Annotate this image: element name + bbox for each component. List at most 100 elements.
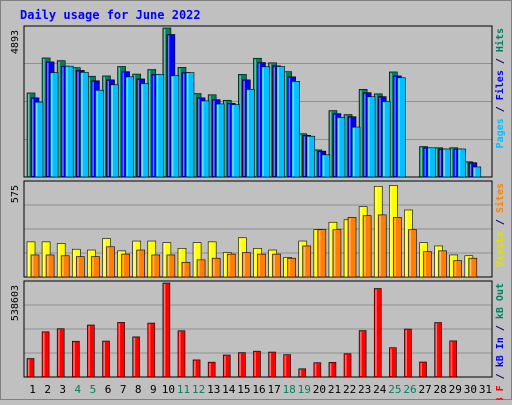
bar-highlight	[405, 210, 407, 276]
bar-highlight	[435, 323, 438, 376]
x-axis-labels: 1 2 3 4 5 6 7 8 9 10 11 12 13 14 15 16 17 18 19 20 21 22 23 24 2…	[29, 383, 492, 396]
bar	[230, 104, 240, 178]
bar-highlight	[163, 284, 166, 376]
bar-highlight	[469, 259, 472, 276]
bar	[181, 261, 191, 278]
bar-highlight	[398, 78, 400, 176]
bar-highlight	[390, 72, 392, 176]
bar-highlight	[152, 75, 155, 176]
bar	[298, 368, 307, 378]
bar-highlight	[439, 251, 442, 276]
bar-highlight	[133, 75, 136, 176]
bar	[347, 217, 357, 278]
bar-highlight	[345, 220, 347, 276]
bar-highlight	[299, 242, 302, 276]
bar-highlight	[254, 352, 256, 376]
bar	[393, 217, 402, 278]
bar-highlight	[77, 257, 79, 276]
bar	[185, 72, 195, 178]
bar	[45, 254, 55, 278]
bar	[117, 322, 125, 378]
x-tick-label: 24	[373, 383, 387, 396]
panel-legend: Visits / Sites	[494, 183, 506, 267]
bar-highlight	[107, 247, 109, 276]
bar-highlight	[213, 259, 215, 276]
panel-max-label: 4893	[10, 30, 21, 54]
bar-highlight	[390, 348, 392, 376]
bar-highlight	[182, 263, 185, 276]
x-tick-label: 23	[358, 383, 371, 396]
bar	[200, 100, 210, 178]
bar-highlight	[118, 323, 121, 376]
bar-highlight	[254, 249, 256, 276]
bar	[155, 74, 165, 178]
bar-highlight	[379, 215, 381, 276]
bar-highlight	[209, 95, 211, 176]
x-tick-label: 6	[105, 383, 112, 396]
bar	[362, 215, 372, 278]
bar	[423, 251, 432, 278]
bar	[26, 358, 35, 378]
bar-highlight	[43, 242, 45, 276]
bar	[211, 257, 221, 278]
bar-highlight	[126, 77, 129, 176]
bar-highlight	[194, 243, 196, 276]
bar-highlight	[439, 149, 442, 176]
bar-highlight	[92, 257, 94, 276]
bar-highlight	[318, 230, 321, 276]
panel-legend: kB F / kB In / kB Out	[495, 283, 506, 400]
series-kb-f	[26, 282, 458, 378]
bar-highlight	[314, 363, 317, 376]
bar-highlight	[345, 354, 347, 376]
bar-highlight	[103, 239, 105, 276]
bar	[192, 359, 201, 378]
bar-highlight	[284, 258, 287, 276]
bar-highlight	[454, 261, 457, 276]
bar	[336, 117, 346, 178]
bar	[419, 361, 427, 378]
bar-highlight	[62, 67, 64, 176]
bar	[291, 81, 300, 178]
x-tick-label: 20	[313, 383, 326, 396]
bar-highlight	[364, 93, 366, 176]
bar-highlight	[28, 359, 30, 376]
x-tick-label: 30	[464, 383, 477, 396]
bar-highlight	[329, 111, 332, 176]
bar	[404, 328, 412, 378]
bar	[343, 353, 352, 378]
bar-highlight	[269, 251, 272, 276]
x-tick-label: 5	[90, 383, 97, 396]
bar-highlight	[43, 58, 45, 176]
bar	[306, 135, 316, 178]
bar	[373, 288, 382, 378]
bar	[34, 101, 44, 178]
series-sites	[30, 214, 478, 278]
bar-highlight	[103, 76, 105, 176]
bar	[151, 254, 161, 278]
bar-highlight	[258, 63, 260, 176]
bar	[397, 77, 406, 178]
bar	[366, 96, 376, 178]
bar-highlight	[333, 230, 336, 276]
bar	[272, 253, 281, 278]
bar-highlight	[349, 218, 351, 276]
x-tick-label: 21	[328, 383, 341, 396]
bar-highlight	[28, 93, 30, 176]
legend-entry: Pages	[495, 118, 506, 148]
x-tick-label: 18	[283, 383, 296, 396]
x-tick-label: 29	[449, 383, 462, 396]
bar-highlight	[420, 147, 423, 176]
x-tick-label: 2	[44, 383, 51, 396]
bar-highlight	[360, 331, 362, 376]
bar-highlight	[47, 62, 49, 177]
bar-highlight	[217, 104, 219, 176]
bar-highlight	[314, 230, 317, 276]
bar-highlight	[141, 84, 144, 176]
bar-highlight	[148, 70, 151, 176]
bar-highlight	[284, 72, 287, 176]
bar-highlight	[277, 67, 280, 176]
bar	[102, 340, 110, 378]
panel-max-label: 538603	[10, 285, 21, 321]
bar	[253, 350, 261, 378]
series-pages	[34, 65, 482, 178]
